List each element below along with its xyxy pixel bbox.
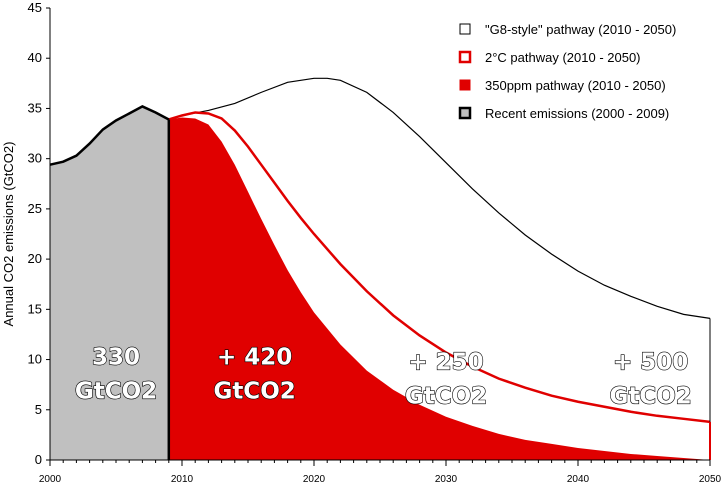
legend: "G8-style" pathway (2010 - 2050) 2°C path… bbox=[458, 22, 676, 121]
x-tick-label: 2000 bbox=[39, 474, 62, 485]
y-tick-label: 35 bbox=[28, 100, 42, 115]
line-recent-emissions bbox=[49, 105, 170, 166]
y-tick-label: 25 bbox=[28, 201, 42, 216]
y-tick-label: 20 bbox=[28, 251, 42, 266]
x-tick-label: 2030 bbox=[435, 474, 458, 485]
area-annotation: + 420 GtCO2 bbox=[213, 345, 295, 405]
x-tick-label: 2010 bbox=[171, 474, 194, 485]
x-tick-label: 2020 bbox=[303, 474, 326, 485]
area-annotation-line: + 420 bbox=[217, 345, 292, 371]
y-tick-label: 30 bbox=[28, 151, 42, 166]
y-tick-label: 0 bbox=[35, 452, 42, 467]
y-tick-label: 40 bbox=[28, 50, 42, 65]
area-annotation: 330 GtCO2 bbox=[75, 345, 157, 405]
area-annotation: + 500 GtCO2 bbox=[609, 350, 691, 410]
legend-swatch bbox=[458, 106, 472, 120]
legend-label: 2°C pathway (2010 - 2050) bbox=[485, 50, 641, 65]
area-annotation: + 250 GtCO2 bbox=[405, 350, 487, 410]
y-tick-label: 45 bbox=[28, 0, 42, 15]
area-annotation-line: GtCO2 bbox=[609, 384, 691, 410]
area-recent-emissions bbox=[50, 106, 169, 460]
x-tick-label: 2040 bbox=[567, 474, 590, 485]
legend-label: "G8-style" pathway (2010 - 2050) bbox=[485, 22, 676, 37]
y-axis-label: Annual CO2 emissions (GtCO2) bbox=[1, 142, 16, 327]
area-annotation-line: GtCO2 bbox=[213, 379, 295, 405]
y-tick-label: 10 bbox=[28, 352, 42, 367]
area-annotation-line: + 500 bbox=[613, 350, 688, 376]
line-2c-pathway bbox=[168, 111, 711, 424]
area-annotation-line: GtCO2 bbox=[405, 384, 487, 410]
legend-swatch bbox=[459, 23, 471, 35]
area-annotation-line: + 250 bbox=[408, 350, 483, 376]
area-annotation-line: 330 bbox=[92, 345, 140, 371]
legend-swatch bbox=[459, 79, 471, 91]
y-tick-label: 5 bbox=[35, 402, 42, 417]
x-tick-label: 2050 bbox=[699, 474, 722, 485]
area-350ppm-pathway bbox=[168, 117, 711, 460]
y-tick-label: 15 bbox=[28, 301, 42, 316]
legend-swatch bbox=[458, 50, 472, 64]
legend-label: Recent emissions (2000 - 2009) bbox=[485, 106, 669, 121]
legend-label: 350ppm pathway (2010 - 2050) bbox=[485, 78, 666, 93]
area-annotation-line: GtCO2 bbox=[75, 379, 157, 405]
line-g8-pathway bbox=[168, 77, 711, 319]
